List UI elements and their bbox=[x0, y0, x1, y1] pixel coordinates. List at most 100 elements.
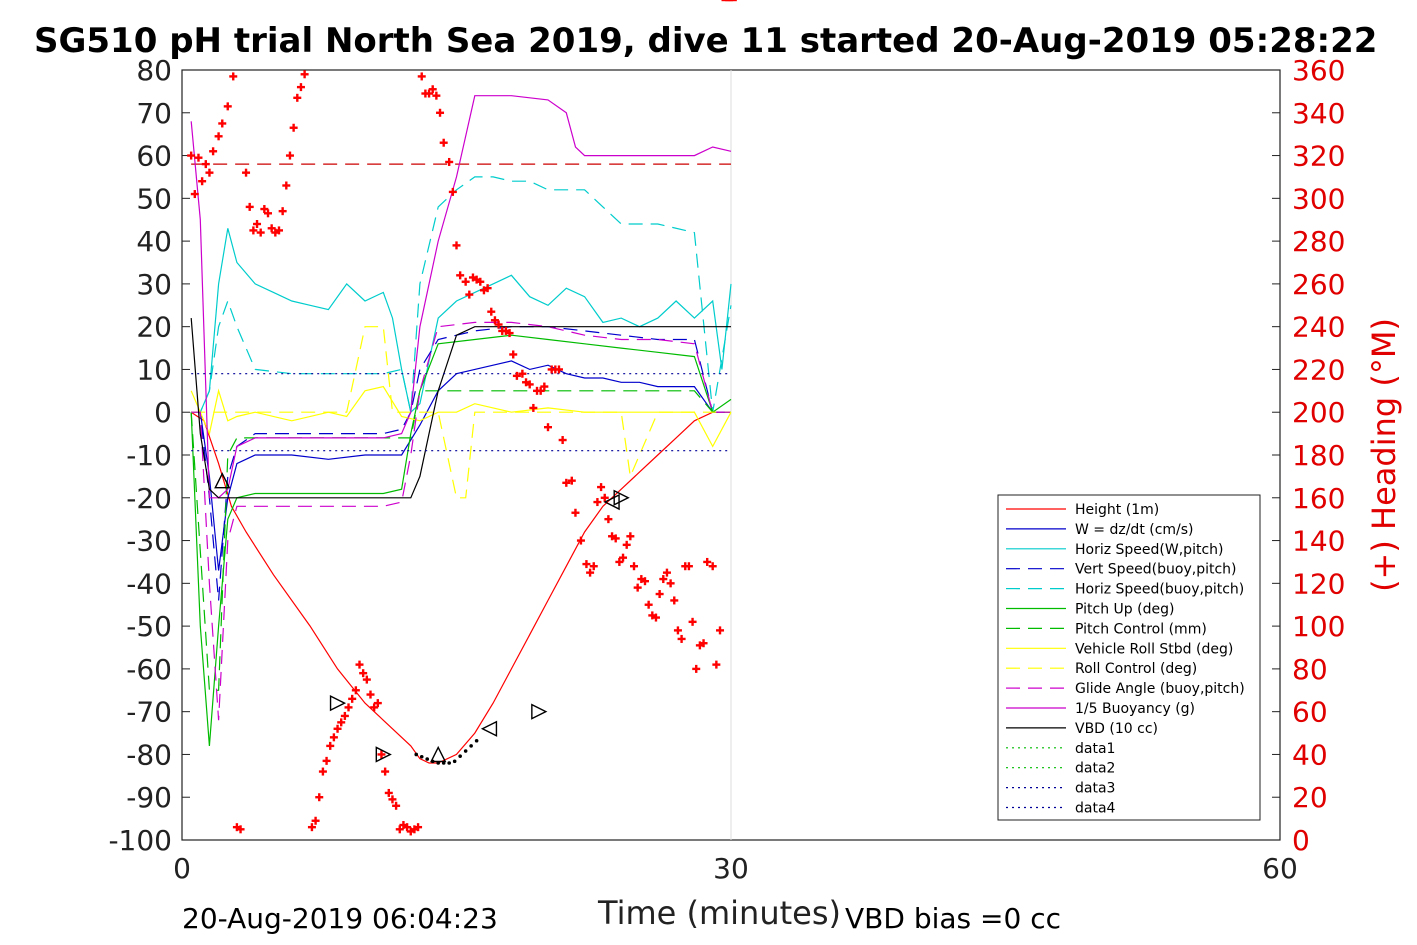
heading-point bbox=[260, 205, 269, 214]
legend-label: data2 bbox=[1075, 761, 1115, 777]
x-tick-label: 0 bbox=[173, 852, 191, 885]
y-axis-right: 3603403203002802602402202001801601401201… bbox=[1272, 54, 1345, 857]
heading-point bbox=[712, 660, 721, 669]
heading-point bbox=[370, 703, 379, 712]
heading-point bbox=[611, 534, 620, 543]
heading-point bbox=[487, 307, 496, 316]
surface-dot bbox=[458, 754, 462, 758]
legend-label: Pitch Up (deg) bbox=[1075, 602, 1174, 618]
heading-point bbox=[214, 132, 223, 141]
heading-point bbox=[322, 756, 331, 765]
heading-point bbox=[604, 515, 613, 524]
heading-point bbox=[699, 639, 708, 648]
y-left-tick-label: 60 bbox=[136, 140, 172, 173]
heading-point bbox=[366, 690, 375, 699]
heading-point bbox=[428, 85, 437, 94]
legend-label: VBD (10 cc) bbox=[1075, 721, 1158, 737]
heading-point bbox=[417, 72, 426, 81]
legend-label: Roll Control (deg) bbox=[1075, 661, 1197, 677]
legend-label: W = dz/dt (cm/s) bbox=[1075, 522, 1194, 538]
direction-marker bbox=[430, 745, 447, 763]
heading-point bbox=[229, 72, 238, 81]
heading-point bbox=[509, 350, 518, 359]
y-left-tick-label: -70 bbox=[126, 696, 172, 729]
surface-dot bbox=[425, 757, 430, 761]
heading-point bbox=[289, 123, 298, 132]
legend-label: Horiz Speed(buoy,pitch) bbox=[1075, 582, 1244, 598]
heading-point bbox=[245, 202, 254, 211]
y-right-tick-label: 320 bbox=[1292, 140, 1345, 173]
legend-label: data4 bbox=[1075, 801, 1116, 817]
heading-point bbox=[223, 102, 232, 111]
heading-point bbox=[586, 568, 595, 577]
heading-point bbox=[351, 686, 360, 695]
heading-point bbox=[518, 369, 527, 378]
y-right-tick-label: 360 bbox=[1292, 54, 1345, 87]
legend-label: Vert Speed(buoy,pitch) bbox=[1075, 562, 1237, 578]
heading-point bbox=[209, 147, 218, 156]
y-left-tick-label: -100 bbox=[108, 824, 172, 857]
y-right-tick-label: 240 bbox=[1292, 311, 1345, 344]
footer-vbd-bias: VBD bias =0 cc bbox=[845, 902, 1061, 935]
heading-point bbox=[622, 540, 631, 549]
heading-point bbox=[589, 562, 598, 571]
heading-point bbox=[205, 168, 214, 177]
heading-point bbox=[619, 553, 628, 562]
heading-point bbox=[670, 596, 679, 605]
heading-point bbox=[703, 557, 712, 566]
heading-point bbox=[436, 108, 445, 117]
y-right-tick-label: 260 bbox=[1292, 268, 1345, 301]
y-right-tick-label: 100 bbox=[1292, 610, 1345, 643]
heading-point bbox=[403, 823, 412, 832]
y-left-tick-label: -90 bbox=[126, 781, 172, 814]
heading-point bbox=[512, 371, 521, 380]
surface-dot bbox=[447, 761, 451, 765]
heading-point bbox=[425, 89, 434, 98]
legend-label: Vehicle Roll Stbd (deg) bbox=[1075, 641, 1233, 657]
series-line bbox=[191, 326, 731, 601]
heading-point bbox=[384, 788, 393, 797]
legend: Height (1m) W = dz/dt (cm/s) Horiz Speed(W… bbox=[997, 494, 1261, 821]
chart-title: SG510 pH trial North Sea 2019, dive 11 s… bbox=[34, 21, 1377, 61]
y-right-tick-label: 340 bbox=[1292, 97, 1345, 130]
heading-point bbox=[505, 329, 514, 338]
heading-point bbox=[655, 590, 664, 599]
heading-point bbox=[333, 724, 342, 733]
y-right-tick-label: 180 bbox=[1292, 439, 1345, 472]
heading-point bbox=[576, 536, 585, 545]
heading-point bbox=[452, 241, 461, 250]
y-left-tick-label: -80 bbox=[126, 738, 172, 771]
heading-point bbox=[708, 562, 717, 571]
heading-point bbox=[395, 825, 404, 834]
y-right-tick-label: 120 bbox=[1292, 567, 1345, 600]
heading-point bbox=[529, 403, 538, 412]
heading-point bbox=[633, 583, 642, 592]
heading-point bbox=[307, 823, 316, 832]
heading-point bbox=[264, 209, 273, 218]
y-left-tick-label: 40 bbox=[136, 225, 172, 258]
heading-point bbox=[692, 664, 701, 673]
heading-point bbox=[567, 476, 576, 485]
direction-markers bbox=[214, 472, 630, 765]
heading-point bbox=[285, 151, 294, 160]
heading-point bbox=[344, 703, 353, 712]
heading-points bbox=[187, 0, 737, 836]
y-left-tick-label: -40 bbox=[126, 567, 172, 600]
y-right-tick-label: 200 bbox=[1292, 396, 1345, 429]
series-line bbox=[191, 321, 731, 721]
heading-point bbox=[615, 557, 624, 566]
heading-point bbox=[253, 220, 262, 228]
heading-point bbox=[640, 577, 649, 586]
heading-point bbox=[684, 562, 693, 571]
y-left-tick-label: 0 bbox=[154, 396, 172, 429]
y-left-tick-label: 80 bbox=[136, 54, 172, 87]
series-line bbox=[190, 411, 731, 764]
heading-point bbox=[677, 634, 686, 643]
y-left-tick-label: -20 bbox=[126, 482, 172, 515]
heading-point bbox=[282, 181, 291, 190]
heading-point bbox=[448, 187, 457, 196]
heading-point bbox=[377, 750, 386, 759]
heading-point bbox=[373, 699, 382, 708]
heading-point bbox=[296, 83, 305, 92]
heading-point bbox=[666, 579, 675, 588]
